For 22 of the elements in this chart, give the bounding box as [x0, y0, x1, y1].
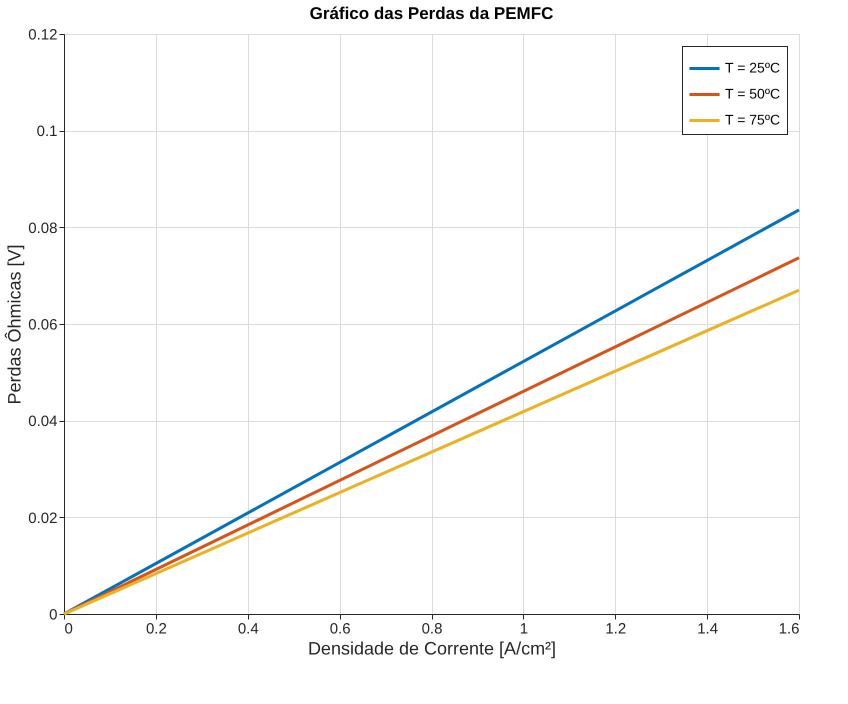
chart-title: Gráfico das Perdas da PEMFC — [310, 4, 554, 23]
x-tick-label: 1.4 — [697, 620, 718, 638]
y-tick-label: 0.02 — [28, 510, 58, 527]
x-tick-label: 0.8 — [422, 620, 442, 638]
y-tick-label: 0 — [49, 606, 58, 624]
x-tick-label: 0.2 — [146, 620, 167, 638]
x-tick-label: 0.4 — [238, 620, 259, 638]
x-tick-label: 1.6 — [778, 620, 800, 638]
y-tick-label: 0.04 — [28, 413, 58, 430]
y-tick-label: 0.12 — [28, 26, 58, 44]
legend-label: T = 75ºC — [725, 112, 780, 128]
x-tick-label: 1.2 — [605, 620, 626, 638]
x-axis-title: Densidade de Corrente [A/cm²] — [308, 638, 556, 658]
y-tick-label: 0.06 — [28, 316, 58, 334]
y-tick-label: 0.08 — [28, 220, 58, 237]
y-tick-label: 0.1 — [36, 123, 58, 140]
legend-label: T = 25ºC — [725, 60, 780, 76]
x-tick-label: 1 — [520, 620, 528, 638]
legend-label: T = 50ºC — [725, 86, 780, 102]
x-tick-label: 0.6 — [330, 620, 351, 638]
x-tick-label: 0 — [64, 620, 73, 638]
y-axis-title: Perdas Ôhmicas [V] — [4, 244, 24, 405]
